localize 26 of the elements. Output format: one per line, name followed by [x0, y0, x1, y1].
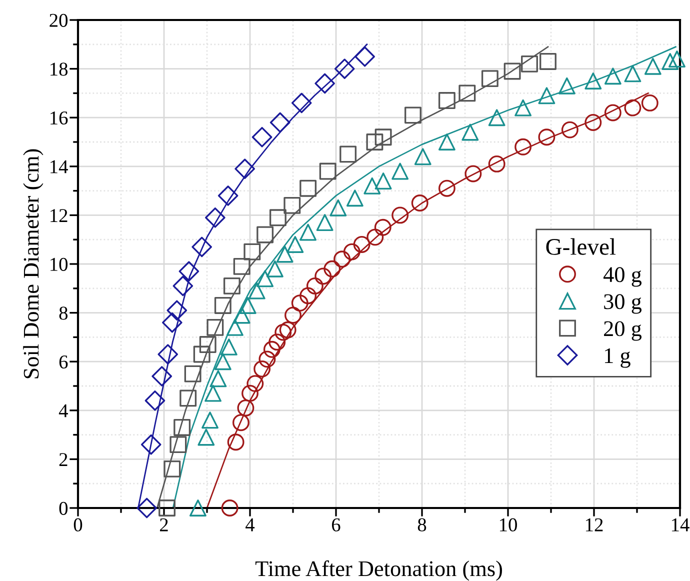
legend-label: 30 g — [604, 294, 642, 314]
y-tick-label: 0 — [59, 502, 68, 515]
x-tick-label: 2 — [160, 518, 168, 532]
y-tick-label: 18 — [50, 62, 68, 76]
legend-label: 20 g — [604, 321, 642, 341]
legend-label: 40 g — [603, 267, 642, 287]
y-tick-label: 8 — [59, 306, 68, 320]
y-tick-label: 6 — [59, 355, 68, 369]
y-tick-label: 4 — [58, 404, 68, 418]
legend-label: 1 g — [605, 348, 630, 368]
x-tick-label: 4 — [246, 518, 255, 532]
y-tick-label: 20 — [50, 14, 68, 27]
x-tick-label: 8 — [418, 518, 426, 532]
y-tick-label: 10 — [50, 258, 68, 271]
legend-title: G-level — [546, 238, 616, 255]
y-tick-label: 2 — [59, 453, 68, 466]
x-tick-label: 10 — [500, 518, 517, 532]
y-tick-label: 12 — [50, 209, 68, 222]
x-tick-label: 6 — [332, 518, 340, 532]
x-tick-label: 0 — [74, 518, 82, 532]
x-tick-label: 14 — [672, 518, 690, 532]
x-axis-title: Time After Detonation (ms) — [255, 560, 502, 581]
y-axis-title: Soil Dome Diameter (cm) — [23, 149, 44, 378]
y-tick-label: 14 — [50, 160, 68, 174]
y-tick-label: 16 — [50, 111, 68, 125]
x-tick-label: 12 — [586, 518, 603, 532]
